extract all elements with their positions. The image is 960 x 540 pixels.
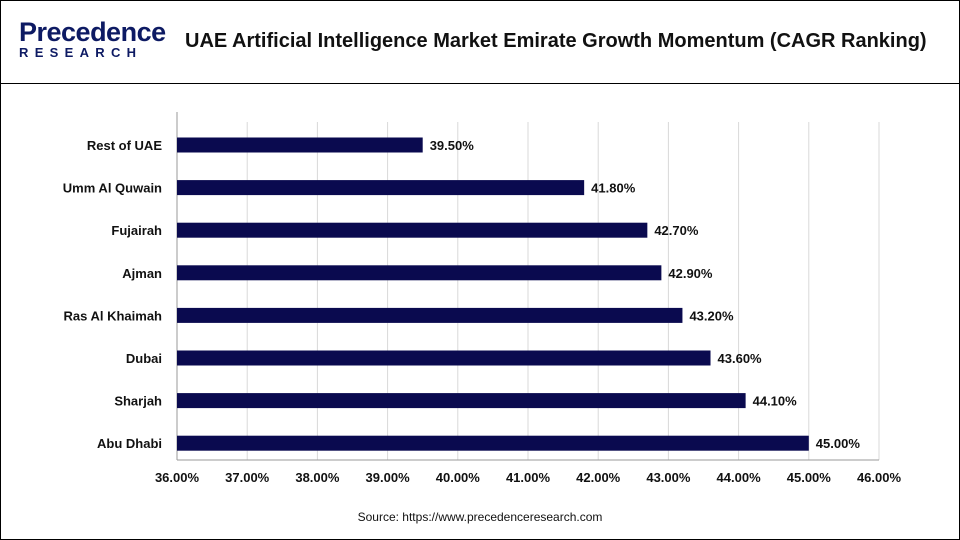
- x-tick-label: 46.00%: [857, 470, 902, 485]
- brand-logo: Precedence RESEARCH: [19, 17, 166, 63]
- bar: [177, 393, 746, 409]
- category-label: Ajman: [122, 266, 162, 281]
- header: Precedence RESEARCH UAE Artificial Intel…: [1, 1, 959, 84]
- x-tick-label: 39.00%: [366, 470, 411, 485]
- x-tick-label: 40.00%: [436, 470, 481, 485]
- data-label: 42.70%: [654, 223, 699, 238]
- data-label: 39.50%: [430, 138, 475, 153]
- x-tick-label: 42.00%: [576, 470, 621, 485]
- logo-subtitle: RESEARCH: [19, 45, 143, 60]
- x-tick-label: 37.00%: [225, 470, 270, 485]
- x-tick-label: 36.00%: [155, 470, 200, 485]
- chart-title: UAE Artificial Intelligence Market Emira…: [185, 30, 927, 52]
- data-label: 41.80%: [591, 181, 636, 196]
- labels: Rest of UAE 39.50% Umm Al Quwain 41.80% Fuja…: [63, 138, 861, 451]
- gridlines: [176, 122, 880, 460]
- data-label: 43.20%: [689, 308, 734, 323]
- data-label: 42.90%: [668, 266, 713, 281]
- category-label: Fujairah: [111, 223, 162, 238]
- x-tick-label: 45.00%: [787, 470, 832, 485]
- category-label: Sharjah: [114, 394, 162, 409]
- logo-wordmark: Precedence: [19, 17, 166, 47]
- category-label: Rest of UAE: [87, 138, 162, 153]
- category-label: Umm Al Quwain: [63, 181, 162, 196]
- x-tick-label: 41.00%: [506, 470, 551, 485]
- category-label: Dubai: [126, 351, 162, 366]
- x-tick-label: 38.00%: [295, 470, 340, 485]
- x-tick-label: 43.00%: [646, 470, 691, 485]
- bar: [177, 222, 648, 238]
- data-label: 45.00%: [816, 436, 861, 451]
- source-note: Source: https://www.precedenceresearch.c…: [357, 510, 603, 524]
- bar: [177, 137, 423, 153]
- axes: 36.00% 37.00% 38.00% 39.00% 40.00% 41.00% 42.0…: [155, 112, 902, 485]
- bar: [177, 350, 711, 366]
- bar: [177, 180, 585, 196]
- category-label: Abu Dhabi: [97, 436, 162, 451]
- bar: [177, 265, 662, 281]
- x-tick-label: 44.00%: [717, 470, 762, 485]
- bars: [177, 137, 809, 451]
- bar: [177, 435, 809, 451]
- data-label: 43.60%: [718, 351, 763, 366]
- bar: [177, 307, 683, 323]
- data-label: 44.10%: [753, 394, 798, 409]
- bar-chart: 36.00% 37.00% 38.00% 39.00% 40.00% 41.00% 42.0…: [63, 112, 902, 485]
- category-label: Ras Al Khaimah: [64, 308, 163, 323]
